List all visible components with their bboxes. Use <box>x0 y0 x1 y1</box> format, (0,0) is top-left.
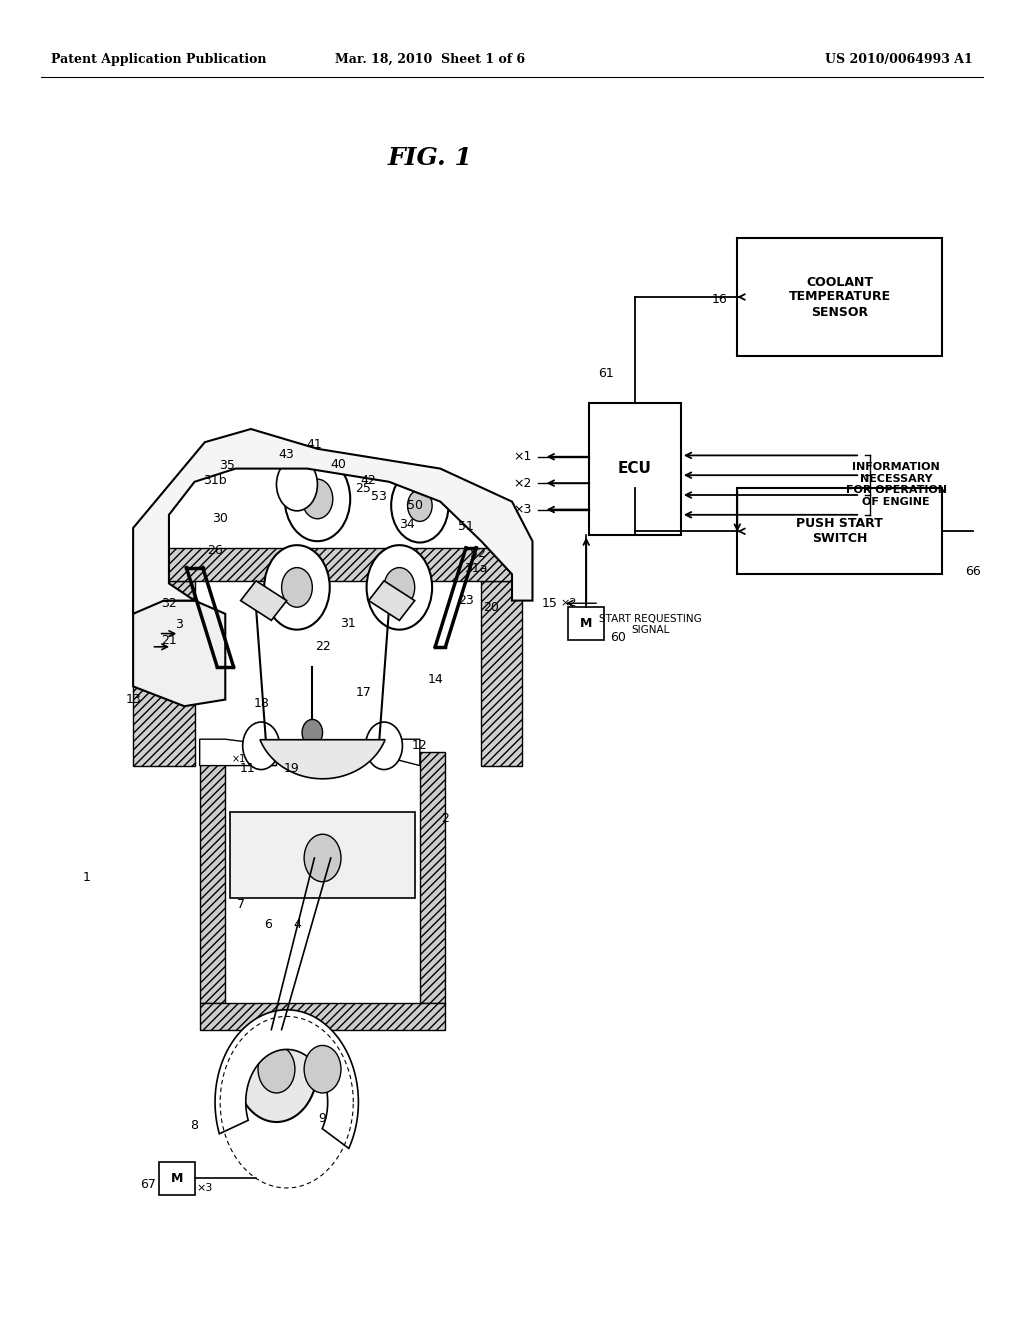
Polygon shape <box>241 581 287 620</box>
Polygon shape <box>369 739 420 766</box>
Text: 12: 12 <box>412 739 428 752</box>
Circle shape <box>258 1045 295 1093</box>
Text: INFORMATION
NECESSARY
FOR OPERATION
OF ENGINE: INFORMATION NECESSARY FOR OPERATION OF E… <box>846 462 946 507</box>
Circle shape <box>408 490 432 521</box>
Circle shape <box>285 457 350 541</box>
Text: 43: 43 <box>279 447 295 461</box>
Circle shape <box>236 1016 317 1122</box>
Text: 32: 32 <box>161 597 177 610</box>
Text: ×3: ×3 <box>197 1183 213 1193</box>
Text: 31b: 31b <box>203 474 227 487</box>
Text: ×2: ×2 <box>560 598 577 609</box>
Text: 18: 18 <box>253 697 269 710</box>
Polygon shape <box>215 1010 358 1148</box>
FancyBboxPatch shape <box>420 752 445 1003</box>
Text: 60: 60 <box>610 631 627 644</box>
Text: 16: 16 <box>712 293 728 306</box>
Text: 15: 15 <box>542 597 558 610</box>
FancyBboxPatch shape <box>481 581 522 766</box>
Text: 31: 31 <box>340 616 356 630</box>
Bar <box>589 403 681 535</box>
Bar <box>737 488 942 574</box>
Text: 41: 41 <box>306 438 323 451</box>
Text: ×3: ×3 <box>513 503 531 516</box>
Text: 22: 22 <box>314 640 331 653</box>
Polygon shape <box>260 739 385 779</box>
Text: 31a: 31a <box>465 562 487 576</box>
Text: 1: 1 <box>83 871 91 884</box>
Text: 17: 17 <box>355 686 372 700</box>
FancyBboxPatch shape <box>200 752 225 1003</box>
Text: FIG. 1: FIG. 1 <box>388 147 472 170</box>
Text: US 2010/0064993 A1: US 2010/0064993 A1 <box>825 53 973 66</box>
Text: 61: 61 <box>598 367 614 380</box>
Text: 30: 30 <box>212 512 228 525</box>
Text: 23: 23 <box>458 594 474 607</box>
Text: START REQUESTING
SIGNAL: START REQUESTING SIGNAL <box>599 614 701 635</box>
Circle shape <box>302 719 323 746</box>
Text: 52: 52 <box>470 546 486 560</box>
Bar <box>737 238 942 356</box>
Text: Mar. 18, 2010  Sheet 1 of 6: Mar. 18, 2010 Sheet 1 of 6 <box>335 53 525 66</box>
Text: 67: 67 <box>140 1177 157 1191</box>
Bar <box>159 1162 195 1195</box>
Text: 8: 8 <box>190 1119 199 1133</box>
Bar <box>230 812 415 898</box>
Text: COOLANT
TEMPERATURE
SENSOR: COOLANT TEMPERATURE SENSOR <box>788 276 891 318</box>
Circle shape <box>367 545 432 630</box>
Text: 4: 4 <box>293 917 301 931</box>
Text: 40: 40 <box>330 458 346 471</box>
Text: 14: 14 <box>427 673 443 686</box>
Text: 21: 21 <box>161 634 177 647</box>
Polygon shape <box>369 581 415 620</box>
Text: 19: 19 <box>284 762 300 775</box>
Text: M: M <box>170 1172 183 1184</box>
Text: 9: 9 <box>318 1111 327 1125</box>
Text: 3: 3 <box>175 618 183 631</box>
Text: 51: 51 <box>458 520 474 533</box>
Text: 50: 50 <box>407 499 423 512</box>
Text: ×2: ×2 <box>513 477 531 490</box>
Text: ×1: ×1 <box>231 754 246 764</box>
Text: M: M <box>580 618 593 630</box>
Text: PUSH START
SWITCH: PUSH START SWITCH <box>797 517 883 545</box>
Text: 26: 26 <box>207 544 223 557</box>
Bar <box>568 607 604 640</box>
Text: 34: 34 <box>398 517 415 531</box>
Circle shape <box>276 458 317 511</box>
FancyBboxPatch shape <box>133 548 522 581</box>
Circle shape <box>304 834 341 882</box>
Text: Patent Application Publication: Patent Application Publication <box>51 53 266 66</box>
Text: ×1: ×1 <box>513 450 531 463</box>
Text: 35: 35 <box>219 459 236 473</box>
Circle shape <box>384 568 415 607</box>
Text: 7: 7 <box>237 898 245 911</box>
Polygon shape <box>133 601 225 706</box>
Circle shape <box>366 722 402 770</box>
Circle shape <box>302 479 333 519</box>
Circle shape <box>264 545 330 630</box>
FancyBboxPatch shape <box>133 581 195 766</box>
Polygon shape <box>200 739 276 766</box>
Text: ECU: ECU <box>617 461 652 477</box>
Text: 20: 20 <box>483 601 500 614</box>
Text: 25: 25 <box>355 482 372 495</box>
Polygon shape <box>133 429 532 614</box>
Text: 11: 11 <box>240 762 256 775</box>
Text: 42: 42 <box>360 474 377 487</box>
Circle shape <box>282 568 312 607</box>
Text: 2: 2 <box>441 812 450 825</box>
Circle shape <box>391 469 449 543</box>
Text: 53: 53 <box>371 490 387 503</box>
Circle shape <box>304 1045 341 1093</box>
FancyBboxPatch shape <box>200 1003 445 1030</box>
Circle shape <box>243 722 280 770</box>
Text: 6: 6 <box>264 917 272 931</box>
Text: 66: 66 <box>965 565 981 578</box>
Text: 13: 13 <box>125 693 141 706</box>
